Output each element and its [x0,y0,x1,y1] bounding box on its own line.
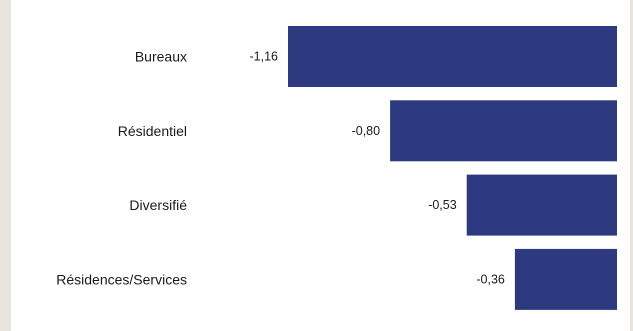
value-label-1: -0,80 [352,124,381,138]
bar-3 [514,248,617,310]
bar-0 [288,26,617,87]
bar-1 [390,100,617,162]
category-label-2: Diversifié [129,197,187,213]
labels-layer: Bureaux -1,16 Résidentiel -0,80 Diversifié -0… [56,49,505,288]
bar-2 [466,174,617,236]
category-label-3: Résidences/Services [56,271,187,287]
value-label-3: -0,36 [476,272,505,286]
bars-layer [288,26,617,310]
category-label-1: Résidentiel [118,123,187,139]
category-label-0: Bureaux [135,49,187,65]
value-label-0: -1,16 [250,50,279,64]
value-label-2: -0,53 [428,198,457,212]
